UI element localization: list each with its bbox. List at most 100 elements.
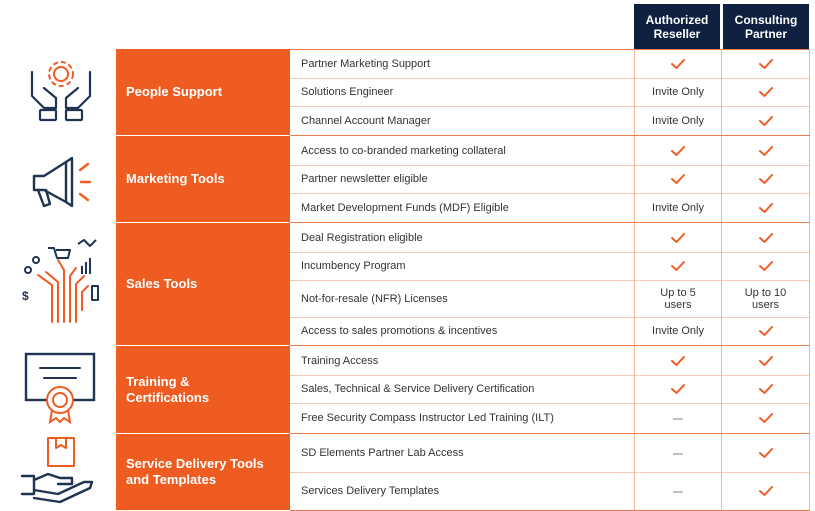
reseller-cell — [635, 434, 722, 472]
feature-text: Incumbency Program — [301, 260, 406, 272]
check-icon — [758, 173, 774, 185]
feature-label: Incumbency Program — [290, 252, 635, 280]
section-title-hand-box: Service Delivery Tools and Templates — [116, 434, 290, 510]
reseller-cell — [635, 375, 722, 403]
feature-text: Access to sales promotions & incentives — [301, 325, 498, 337]
feature-text: Deal Registration eligible — [301, 231, 423, 244]
section-title-label: Training & Certifications — [126, 373, 210, 405]
check-icon — [758, 355, 774, 367]
reseller-cell — [635, 403, 722, 433]
consulting-cell — [722, 78, 810, 106]
row-divider — [290, 165, 810, 166]
consulting-cell — [722, 106, 810, 135]
feature-label: Free Security Compass Instructor Led Tra… — [290, 403, 635, 433]
row-divider — [290, 280, 810, 281]
consulting-cell — [722, 223, 810, 252]
consulting-cell — [722, 49, 810, 78]
row-divider — [290, 106, 810, 107]
feature-label: Market Development Funds (MDF) Eligible — [290, 193, 635, 222]
reseller-cell — [635, 223, 722, 252]
consulting-cell — [722, 193, 810, 222]
check-icon — [670, 383, 686, 395]
reseller-cell — [635, 136, 722, 165]
feature-label: Access to co-branded marketing collatera… — [290, 136, 635, 165]
cell-value: Invite Only — [652, 325, 704, 337]
consulting-cell — [722, 252, 810, 280]
cell-value: Invite Only — [652, 114, 704, 127]
consulting-cell — [722, 434, 810, 472]
row-divider — [290, 375, 810, 376]
section-title-hands-gear: People Support — [116, 49, 290, 135]
cell-value: Up to 10 users — [744, 286, 787, 311]
row-divider — [290, 135, 810, 136]
reseller-cell — [635, 252, 722, 280]
feature-label: Partner newsletter eligible — [290, 165, 635, 193]
row-divider — [290, 317, 810, 318]
section-title-label: Service Delivery Tools and Templates — [126, 456, 264, 487]
section-title-megaphone: Marketing Tools — [116, 136, 290, 222]
feature-text: Market Development Funds (MDF) Eligible — [301, 201, 509, 214]
cell-value: Invite Only — [652, 201, 704, 214]
feature-text: Free Security Compass Instructor Led Tra… — [301, 412, 554, 424]
row-divider — [290, 472, 810, 473]
check-icon — [670, 260, 686, 272]
consulting-cell — [722, 472, 810, 510]
feature-text: Partner newsletter eligible — [301, 173, 428, 185]
header-consulting-partner: Consulting Partner — [723, 4, 809, 49]
header-authorized-reseller: Authorized Reseller — [634, 4, 720, 49]
row-divider — [290, 193, 810, 194]
feature-label: SD Elements Partner Lab Access — [290, 434, 635, 472]
check-icon — [758, 383, 774, 395]
row-divider — [290, 78, 810, 79]
feature-text: Channel Account Manager — [301, 114, 431, 127]
reseller-cell — [635, 49, 722, 78]
consulting-cell — [722, 346, 810, 375]
dash-icon — [672, 412, 684, 424]
dash-icon — [672, 447, 684, 459]
cell-value: Up to 5 users — [660, 286, 696, 311]
check-icon — [758, 447, 774, 459]
feature-label: Access to sales promotions & incentives — [290, 317, 635, 345]
section-title-sales-network: Sales Tools — [116, 223, 290, 345]
row-divider — [290, 403, 810, 404]
feature-text: Sales, Technical & Service Delivery Cert… — [301, 383, 535, 395]
feature-label: Training Access — [290, 346, 635, 375]
svg-text:$: $ — [22, 289, 29, 303]
feature-label: Partner Marketing Support — [290, 49, 635, 78]
hand-box-icon — [20, 437, 94, 504]
feature-label: Not-for-resale (NFR) Licenses — [290, 280, 635, 317]
reseller-cell — [635, 346, 722, 375]
reseller-cell: Invite Only — [635, 106, 722, 135]
feature-text: Solutions Engineer — [301, 86, 394, 98]
check-icon — [758, 412, 774, 424]
row-divider — [290, 49, 810, 50]
check-icon — [758, 115, 774, 127]
header-authorized-reseller-label: Authorized Reseller — [645, 12, 709, 41]
section-title-label: Marketing Tools — [126, 171, 225, 186]
sales-network-icon: $ — [22, 239, 99, 323]
feature-text: Access to co-branded marketing collatera… — [301, 144, 506, 157]
feature-label: Services Delivery Templates — [290, 472, 635, 510]
check-icon — [758, 58, 774, 70]
feature-text: SD Elements Partner Lab Access — [301, 447, 464, 459]
check-icon — [670, 355, 686, 367]
consulting-cell — [722, 375, 810, 403]
consulting-cell — [722, 403, 810, 433]
feature-text: Not-for-resale (NFR) Licenses — [301, 292, 448, 305]
feature-text: Partner Marketing Support — [301, 57, 431, 70]
header-consulting-partner-label: Consulting Partner — [734, 12, 798, 41]
check-icon — [758, 145, 774, 157]
reseller-cell: Invite Only — [635, 193, 722, 222]
check-icon — [670, 58, 686, 70]
reseller-cell: Invite Only — [635, 317, 722, 345]
row-divider — [290, 222, 810, 223]
check-icon — [758, 202, 774, 214]
consulting-cell — [722, 165, 810, 193]
row-divider — [290, 252, 810, 253]
feature-text: Training Access — [301, 354, 379, 367]
feature-label: Solutions Engineer — [290, 78, 635, 106]
check-icon — [670, 232, 686, 244]
row-divider — [290, 345, 810, 346]
check-icon — [758, 485, 774, 497]
feature-label: Channel Account Manager — [290, 106, 635, 135]
